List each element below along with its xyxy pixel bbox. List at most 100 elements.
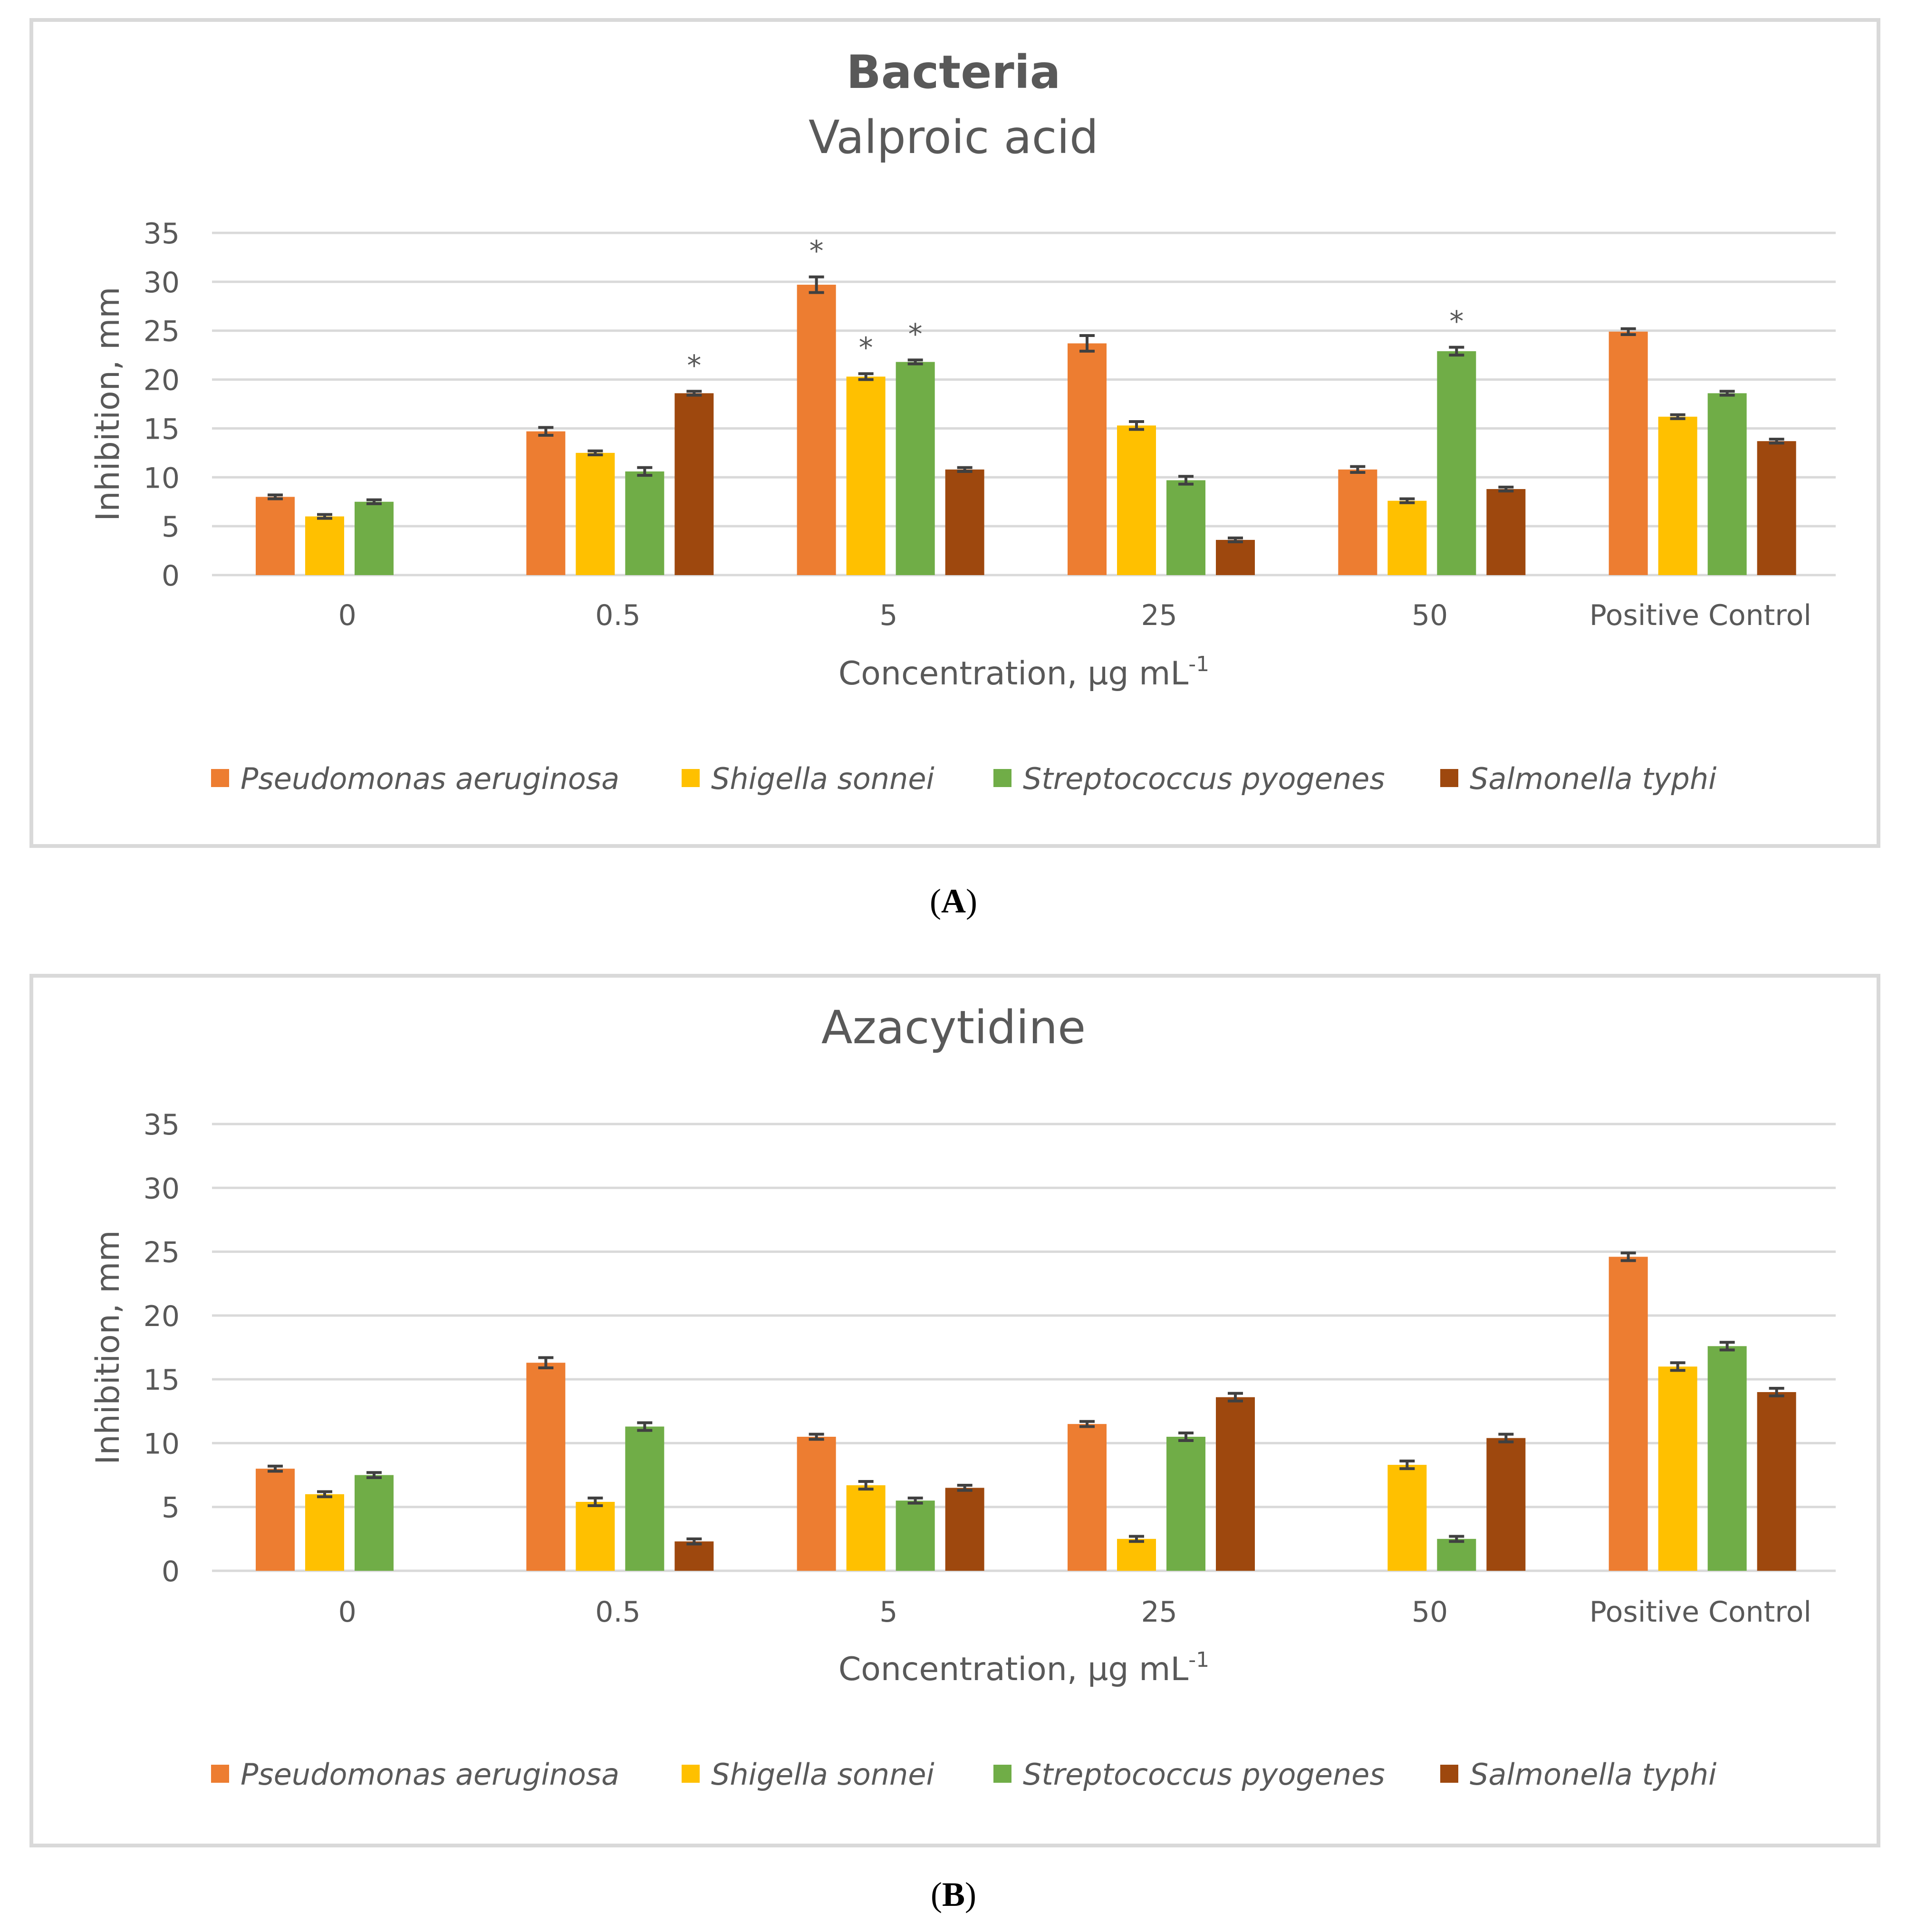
chart-a-bar [1658,416,1697,575]
chart-b-bar [305,1494,344,1571]
chart-a-bar [1338,469,1377,575]
chart-b-legend-label: Shigella sonnei [711,1757,934,1792]
chart-b-ytick-label: 15 [144,1364,180,1397]
chart-a-xtick-label: 0 [338,599,356,632]
chart-a-panel-paren-open: ( [930,882,941,920]
chart-a-xlabel-text: Concentration, µg mL [838,655,1189,692]
chart-b-xtick-label: 25 [1141,1596,1177,1629]
chart-a-bar [576,452,615,575]
chart-b-bar [896,1500,935,1571]
chart-a-legend-swatch [211,769,229,787]
chart-b-bar [1486,1438,1526,1571]
chart-a-legend-swatch [682,769,700,787]
chart-a-bar [846,376,886,575]
chart-b-bar [1166,1437,1205,1571]
chart-a-legend-swatch [993,769,1011,787]
chart-b-panel-paren-close: ) [965,1875,976,1913]
chart-b-bar [1216,1397,1255,1571]
chart-a-bar [1216,539,1255,575]
chart-b-legend-swatch [682,1765,700,1783]
chart-b-bar [625,1426,665,1571]
chart-a-panel-paren-close: ) [966,882,977,920]
chart-a-ytick-label: 30 [144,266,180,299]
chart-a-significance-marker: * [859,331,873,365]
chart-a-xtick-label: 25 [1141,599,1177,632]
chart-a-bar [1608,331,1648,575]
chart-a-bar [945,469,984,575]
chart-a-ytick-label: 5 [162,510,180,544]
chart-a-legend-swatch [1440,769,1458,787]
chart-a-legend-label: Salmonella typhi [1470,761,1716,796]
chart-b-bar [526,1363,566,1571]
chart-b-bar [1608,1257,1648,1571]
chart-b-bar [1437,1538,1476,1571]
chart-a-legend-label: Pseudomonas aeruginosa [241,761,619,796]
chart-a-legend-label: Shigella sonnei [711,761,934,796]
chart-b-frame [29,974,1880,1847]
chart-a-bar [896,362,935,575]
chart-a-bar [797,285,836,575]
chart-b-bar [1757,1392,1796,1571]
chart-b-ylabel: Inhibition, mm [89,1230,127,1464]
chart-a-bar [1707,393,1747,575]
chart-a-legend-label: Streptococcus pyogenes [1023,761,1385,796]
chart-a-svg: Bacteria Valproic acid 0 5 10 15 20 25 30 35 Inhib… [29,18,1880,920]
chart-b-bar [945,1488,984,1571]
chart-a-bar [1166,480,1205,575]
chart-a-ytick-label: 10 [144,461,180,495]
chart-b-ytick-label: 25 [144,1236,180,1269]
chart-b-legend-label: Pseudomonas aeruginosa [241,1757,619,1792]
chart-a-panel-label: (A) [930,882,977,920]
chart-a-ytick-label: 35 [144,217,180,250]
chart-a-significance-marker: * [809,235,824,268]
chart-b-legend-swatch [993,1765,1011,1783]
chart-b-xtick-label: Positive Control [1589,1596,1811,1629]
chart-a-ytick-label: 20 [144,364,180,397]
chart-a-bar [1757,441,1796,575]
chart-a-bar [1068,343,1107,575]
chart-b-xtick-label: 50 [1412,1596,1448,1629]
chart-b-ytick-label: 10 [144,1427,180,1461]
chart-b-xtick-label: 0.5 [595,1596,640,1629]
chart-a-bar [305,516,344,575]
chart-a-significance-marker: * [1449,305,1464,338]
chart-b-bar [1068,1424,1107,1571]
chart-a-bar [256,497,295,575]
chart-b-svg: Azacytidine 0 5 10 15 20 25 30 35 Inhibition, mm 0… [29,974,1880,1913]
chart-b-ytick-label: 20 [144,1300,180,1333]
chart-b-bar [1117,1538,1156,1571]
chart-b-bar [1658,1366,1697,1571]
chart-b-ytick-label: 5 [162,1491,180,1525]
chart-a-bar [526,431,566,575]
chart-a-xlabel: Concentration, µg mL-1 [838,652,1209,692]
chart-b-xlabel: Concentration, µg mL-1 [838,1648,1209,1688]
chart-a-ytick-label: 15 [144,413,180,446]
chart-b-xlabel-superscript: -1 [1188,1648,1209,1672]
chart-a-panel-letter: A [941,882,966,920]
chart-b-bar [674,1541,714,1571]
chart-a-significance-marker: * [687,349,701,382]
chart-a-bar [674,393,714,575]
chart-b-subtitle: Azacytidine [821,1001,1086,1054]
chart-b-bar [797,1437,836,1571]
chart-b-bar [256,1469,295,1571]
chart-a-bar [1387,500,1427,575]
chart-b-xlabel-text: Concentration, µg mL [838,1651,1189,1688]
chart-b-legend-label: Salmonella typhi [1470,1757,1716,1792]
chart-a-subtitle: Valproic acid [809,111,1098,164]
chart-a-ylabel: Inhibition, mm [89,287,127,521]
chart-a-bar [355,501,394,575]
chart-a-bar [1486,489,1526,575]
chart-b-legend-swatch [1440,1765,1458,1783]
chart-a-bar [625,471,665,575]
chart-panel-b: Azacytidine 0 5 10 15 20 25 30 35 Inhibition, mm 0… [0,951,1907,1932]
chart-b-panel-letter: B [942,1875,965,1913]
chart-a-xtick-label: 5 [879,599,897,632]
chart-a-bar [1437,351,1476,575]
chart-a-ytick-label: 0 [162,559,180,593]
chart-b-bar [1707,1346,1747,1571]
chart-a-xlabel-superscript: -1 [1188,652,1209,676]
chart-a-title: Bacteria [847,46,1061,99]
chart-b-legend-swatch [211,1765,229,1783]
chart-b-ytick-label: 35 [144,1108,180,1142]
